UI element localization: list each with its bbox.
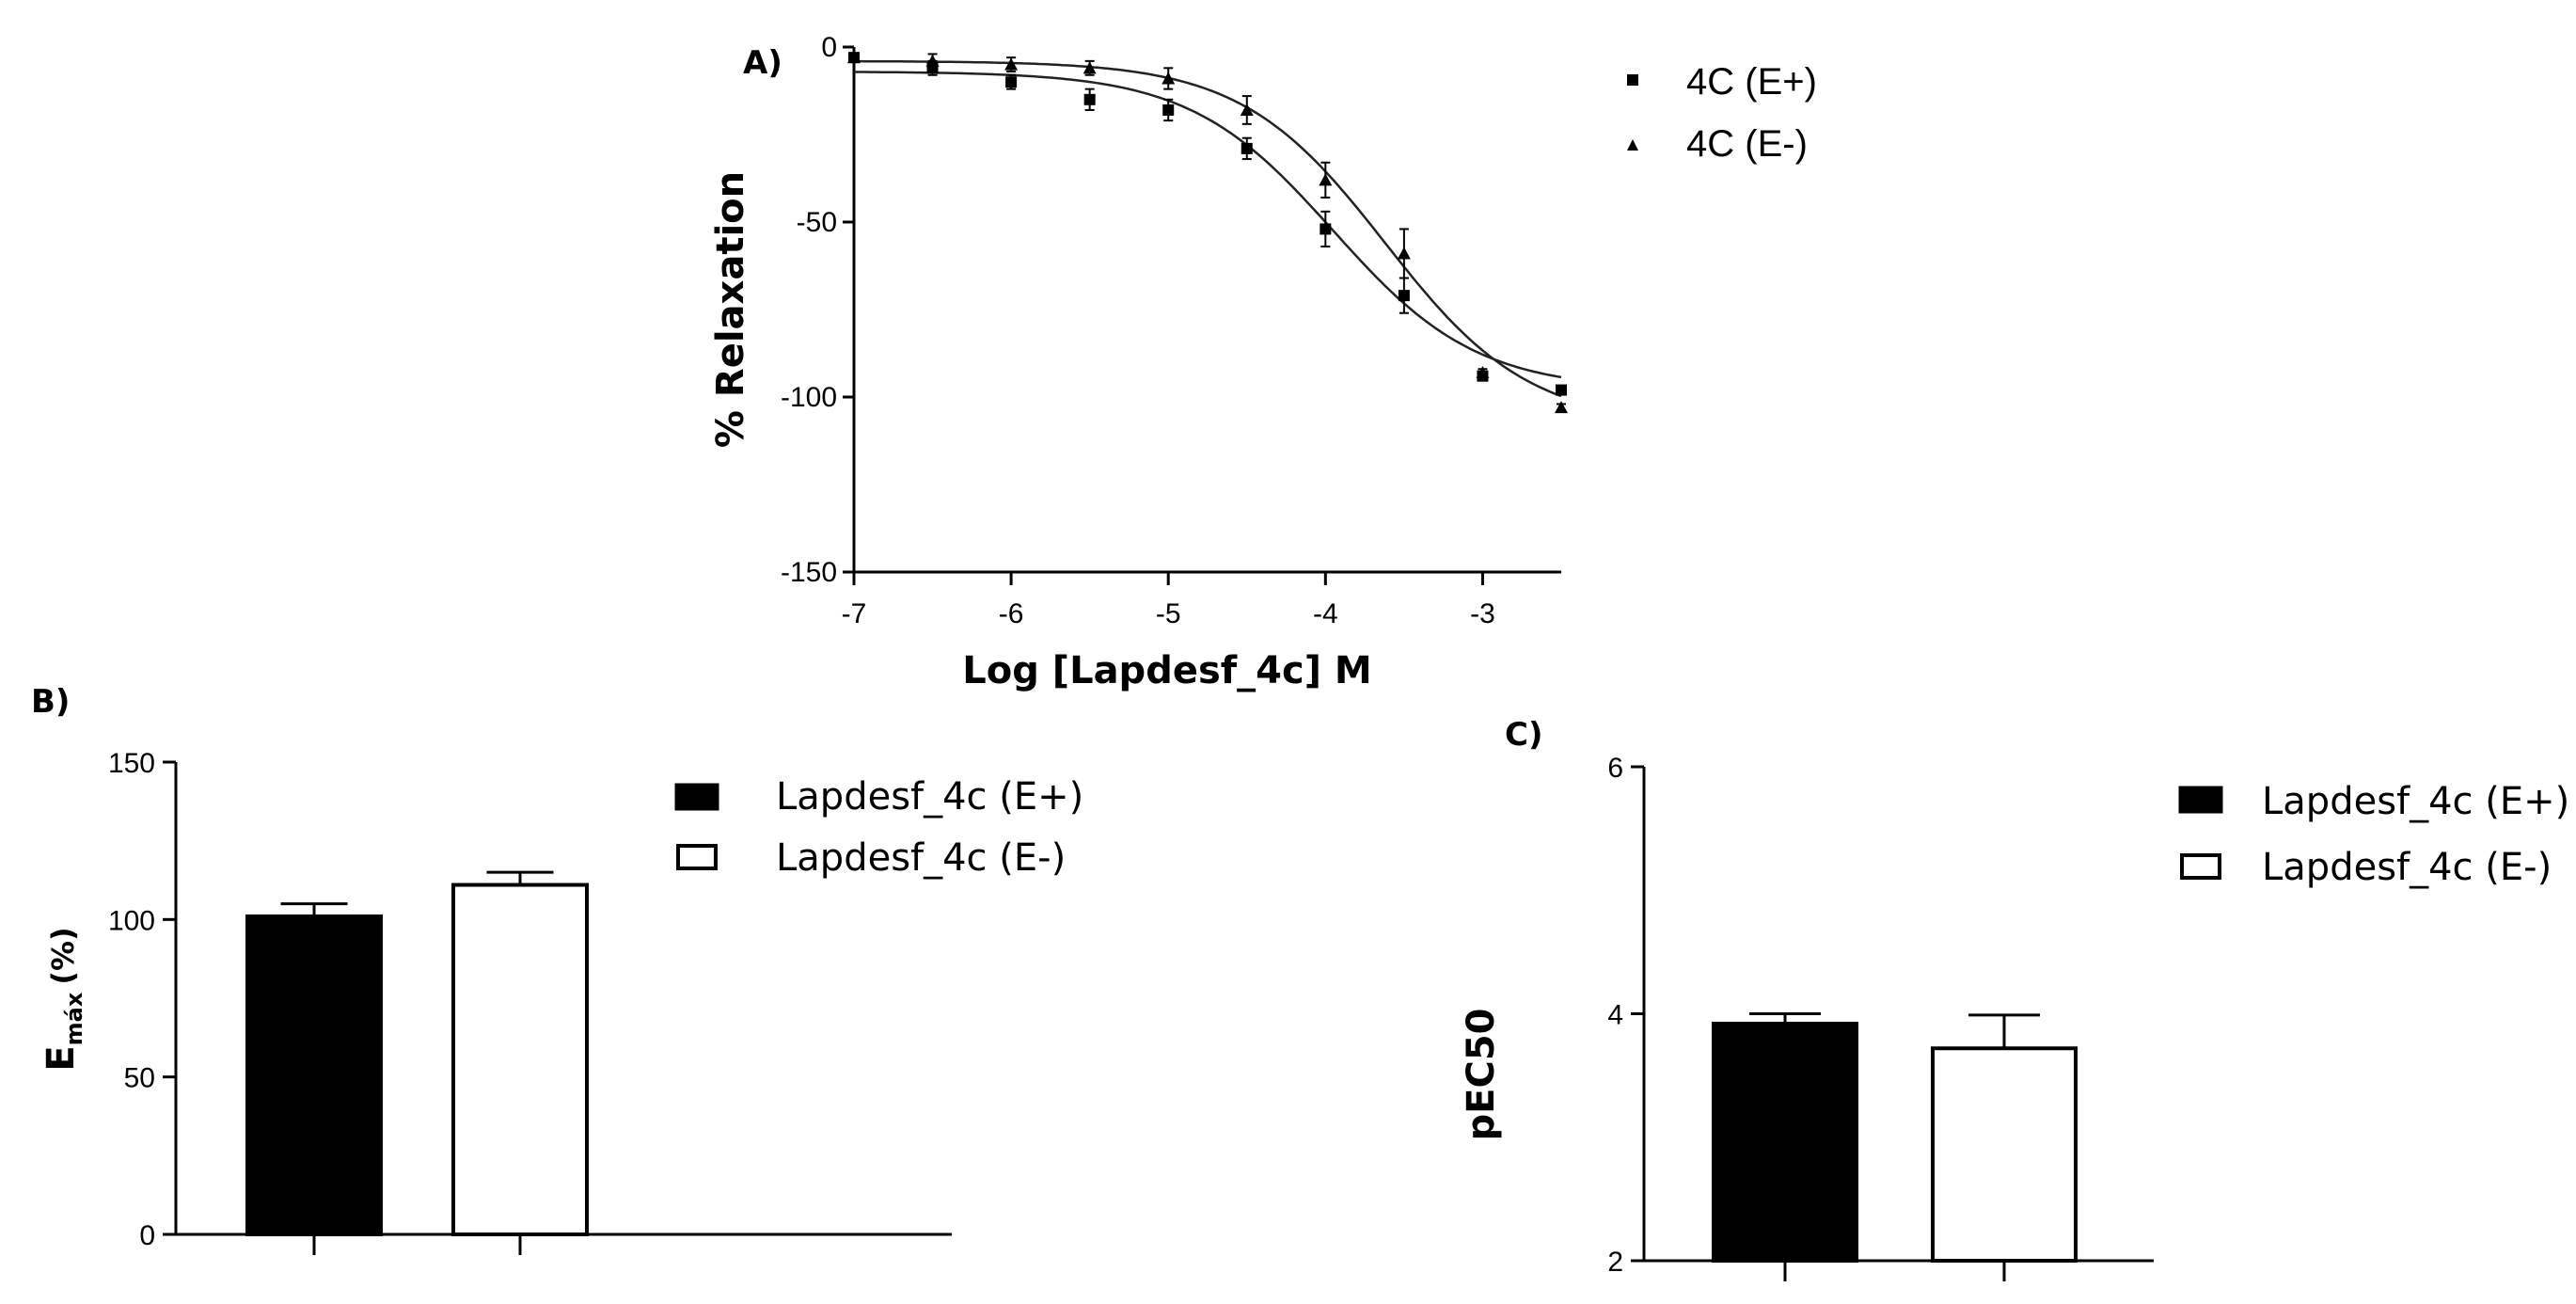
panel-b-emax-bar-chart: B) 0 50 100 150 Emáx (%) Lapdesf_4c (E+) Lap… xyxy=(31,683,1083,1255)
panel-a-legend: 4C (E+) 4C (E-) xyxy=(1627,61,1817,165)
panel-c-legend-swatch-e-minus xyxy=(2180,853,2221,880)
data-point-square xyxy=(1556,384,1567,396)
y-tick-label: -150 xyxy=(781,557,837,588)
data-point-triangle xyxy=(925,54,940,67)
panel-c-label: C) xyxy=(1505,716,1543,754)
panel-c-legend-label-e-plus: Lapdesf_4c (E+) xyxy=(2262,780,2569,823)
panel-a-legend-label-e-minus: 4C (E-) xyxy=(1686,123,1808,165)
panel-a-x-ticks: -7 -6 -5 -4 -3 xyxy=(842,572,1495,629)
y-tick-label: -100 xyxy=(781,382,837,413)
legend-marker-triangle xyxy=(1627,139,1638,151)
x-tick-label: -6 xyxy=(999,598,1024,629)
panel-a-fit-curves xyxy=(854,59,1562,398)
data-point-triangle xyxy=(1319,173,1333,186)
panel-b-label: B) xyxy=(31,683,70,721)
y-tick-label: 0 xyxy=(139,1220,155,1251)
panel-c-legend: Lapdesf_4c (E+) Lapdesf_4c (E-) xyxy=(2178,780,2569,889)
data-point-square xyxy=(1162,103,1175,116)
y-tick-label: 4 xyxy=(1607,1000,1623,1031)
bar-1 xyxy=(1931,1046,2078,1263)
panel-a-legend-label-e-plus: 4C (E+) xyxy=(1686,61,1817,103)
panel-b-y-ticks: 0 50 100 150 xyxy=(108,748,176,1251)
y-tick-label: 150 xyxy=(108,748,155,779)
panel-c-y-axis-title: pEC50 xyxy=(1460,1009,1503,1141)
data-point-square xyxy=(1005,76,1018,88)
bar-0 xyxy=(245,914,383,1237)
bar-1 xyxy=(451,883,589,1237)
legend-marker-square xyxy=(1627,74,1638,86)
panel-b-y-axis-title-suffix: (%) xyxy=(45,927,81,984)
panel-b-y-axis-title: Emáx (%) xyxy=(40,927,87,1071)
panel-b-legend-label-e-minus: Lapdesf_4c (E-) xyxy=(776,836,1066,880)
fit-curve-series-1 xyxy=(854,59,1562,398)
fit-curve-series-0 xyxy=(854,71,1562,379)
panel-c-y-ticks: 2 4 6 xyxy=(1607,753,1644,1278)
data-point-triangle xyxy=(1083,61,1097,74)
data-point-triangle xyxy=(1004,57,1019,71)
panel-b-legend-swatch-e-plus xyxy=(674,783,719,811)
panel-b-legend: Lapdesf_4c (E+) Lapdesf_4c (E-) xyxy=(674,775,1083,880)
bar-0 xyxy=(1712,1022,1858,1263)
data-point-triangle xyxy=(1397,246,1411,260)
y-tick-label: 100 xyxy=(108,905,155,936)
y-tick-label: 2 xyxy=(1607,1247,1623,1278)
y-tick-label: 6 xyxy=(1607,753,1623,784)
data-point-square xyxy=(1398,290,1410,302)
panel-b-y-axis-title-sub: máx xyxy=(61,992,87,1045)
data-point-square xyxy=(1320,223,1332,235)
x-tick-label: -5 xyxy=(1156,598,1181,629)
panel-a-label: A) xyxy=(743,44,782,82)
data-point-square xyxy=(1241,142,1253,154)
data-point-square xyxy=(1083,93,1096,105)
panel-a-y-ticks: 0 -50 -100 -150 xyxy=(781,32,854,588)
panel-c-bars xyxy=(1712,1012,2078,1281)
panel-a-error-bars xyxy=(849,53,1566,412)
panel-c-pec50-bar-chart: C) 2 4 6 pEC50 Lapdesf_4c (E+) Lapdesf_4c … xyxy=(1460,716,2569,1281)
panel-c-legend-swatch-e-plus xyxy=(2178,786,2223,814)
panel-a-dose-response-chart: A) 0-50-100-150 -7 -6 -5 -4 -3 % Relaxation … xyxy=(709,32,1817,692)
panel-a-x-axis-title: Log [Lapdesf_4c] M xyxy=(962,649,1371,692)
panel-b-legend-swatch-e-minus xyxy=(676,844,718,870)
panel-b-bars xyxy=(245,870,589,1255)
data-point-triangle xyxy=(1162,72,1176,85)
panel-c-legend-label-e-minus: Lapdesf_4c (E-) xyxy=(2262,846,2552,889)
panel-a-data-points xyxy=(847,51,1568,414)
panel-b-y-axis-title-main: E xyxy=(40,1045,83,1071)
y-tick-label: 0 xyxy=(821,32,837,63)
x-tick-label: -4 xyxy=(1313,598,1338,629)
data-point-triangle xyxy=(1555,401,1568,414)
panel-b-legend-label-e-plus: Lapdesf_4c (E+) xyxy=(776,775,1083,819)
x-tick-label: -7 xyxy=(842,598,867,629)
y-tick-label: 50 xyxy=(124,1063,155,1094)
data-point-triangle xyxy=(1476,365,1490,378)
y-tick-label: -50 xyxy=(797,207,837,238)
panel-a-y-axis-title: % Relaxation xyxy=(709,171,752,448)
data-point-triangle xyxy=(1240,103,1254,116)
x-tick-label: -3 xyxy=(1470,598,1495,629)
data-point-triangle xyxy=(847,51,861,64)
